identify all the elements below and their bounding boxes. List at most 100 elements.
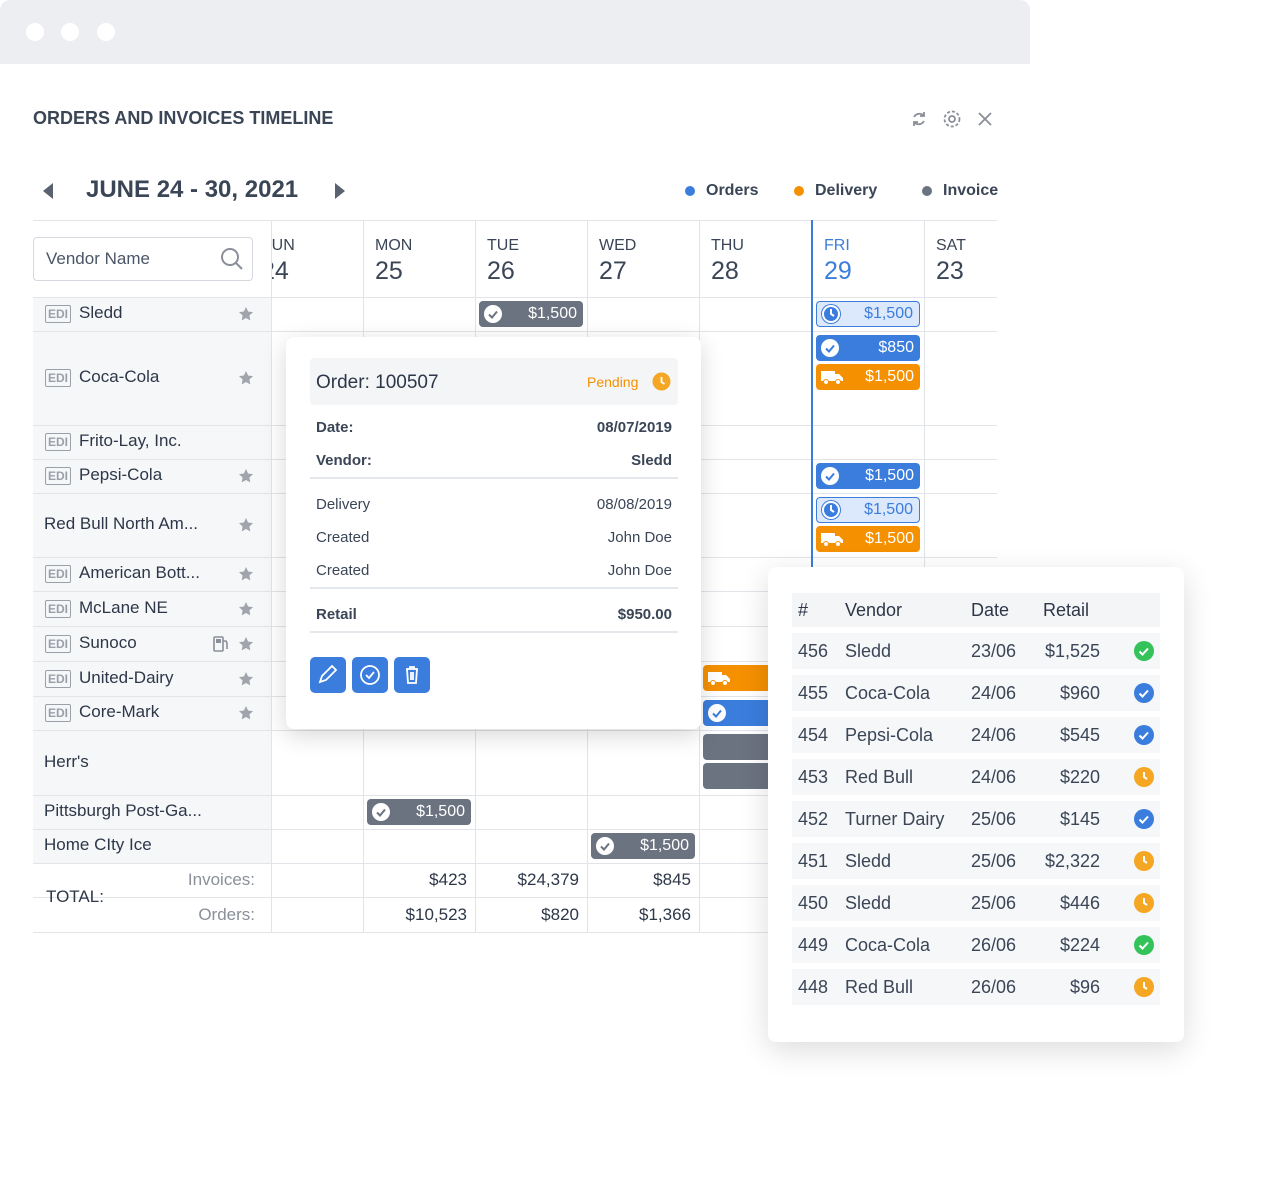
order-date: 24/06 <box>971 683 1017 703</box>
icon-shape <box>1143 898 1148 906</box>
icon-shape <box>821 533 843 547</box>
day-name: THU <box>711 237 744 254</box>
order-vendor: Pepsi-Cola <box>845 725 934 745</box>
day-name: SAT <box>936 237 966 254</box>
edi-badge: EDI <box>45 565 72 583</box>
delete-button[interactable] <box>394 657 430 693</box>
favorite-star[interactable] <box>238 517 254 538</box>
icon-shape <box>1138 815 1149 824</box>
legend-label: Delivery <box>815 182 878 199</box>
order-id: 452 <box>798 809 829 829</box>
icon-shape <box>821 371 843 385</box>
favorite-star[interactable] <box>238 636 254 657</box>
popup-field-value: $950.00 <box>617 606 672 623</box>
icon-shape <box>239 371 253 385</box>
vendor-name: Red Bull North Am... <box>44 514 199 533</box>
edit-button[interactable] <box>310 657 346 693</box>
icon-shape <box>1134 935 1154 955</box>
legend-label: Orders <box>706 182 759 199</box>
favorite-star[interactable] <box>238 566 254 587</box>
icon-shape <box>360 665 380 685</box>
order-id: 453 <box>798 767 829 787</box>
event-amount: $1,500 <box>864 501 913 518</box>
total-amount: $1,366 <box>639 905 691 924</box>
event-icon <box>707 668 731 688</box>
icon-shape <box>213 635 224 652</box>
favorite-star[interactable] <box>238 306 254 327</box>
event-chip[interactable]: $1,500 <box>816 301 920 327</box>
icon-shape <box>318 664 338 684</box>
popup-divider <box>310 477 678 479</box>
event-chip[interactable]: $1,500 <box>816 526 920 552</box>
icon-shape <box>822 305 840 323</box>
favorite-star[interactable] <box>238 671 254 692</box>
icon-shape <box>822 305 840 323</box>
event-icon <box>820 529 844 549</box>
favorite-star[interactable] <box>238 370 254 391</box>
icon-shape <box>1134 725 1154 745</box>
event-chip[interactable]: $850 <box>816 335 920 361</box>
icon-shape <box>710 680 716 686</box>
order-id: 455 <box>798 683 829 703</box>
event-chip[interactable]: $1,500 <box>479 301 583 327</box>
icon-shape <box>978 112 992 126</box>
icon-shape <box>1134 977 1154 997</box>
table-row-bg <box>792 717 1160 753</box>
search-placeholder: Vendor Name <box>46 249 150 268</box>
order-date: 25/06 <box>971 893 1017 913</box>
event-chip[interactable]: $1,500 <box>591 833 695 859</box>
icon-shape <box>239 636 253 650</box>
order-id: 456 <box>798 641 829 661</box>
favorite-star[interactable] <box>238 601 254 622</box>
prev-week[interactable] <box>42 182 54 205</box>
event-icon <box>821 500 841 520</box>
event-chip[interactable]: $1,500 <box>816 364 920 390</box>
day-area: SUN 24 MON 25 TUE 26 WED 27 THU 28 FRI 29 SAT 23 $1,50… <box>271 220 997 932</box>
day-name: WED <box>599 237 637 254</box>
total-amount: $24,379 <box>517 870 579 889</box>
icon-shape <box>484 305 502 323</box>
icon-shape <box>221 248 239 266</box>
approve-button[interactable] <box>352 657 388 693</box>
icon-shape <box>1143 856 1148 864</box>
order-retail: $446 <box>1059 893 1100 913</box>
icon-shape <box>406 666 418 684</box>
popup-status: Pending <box>587 374 639 390</box>
order-status <box>1134 809 1154 834</box>
popup-field-label: Date: <box>316 419 354 436</box>
close-button[interactable] <box>977 111 993 132</box>
day-number: 23 <box>936 257 964 285</box>
event-chip[interactable]: $1,500 <box>816 497 920 523</box>
icon-shape <box>596 837 614 855</box>
total-label: TOTAL: <box>46 887 104 906</box>
popup-field-value: 08/08/2019 <box>596 496 672 513</box>
icon-shape <box>372 803 390 821</box>
order-status <box>1134 851 1154 876</box>
table-header: Vendor <box>845 600 903 620</box>
vendor-name: Core-Mark <box>79 702 160 721</box>
icon-shape <box>830 309 835 317</box>
icon-shape <box>239 601 253 615</box>
icon-shape <box>943 110 961 128</box>
settings-button[interactable] <box>942 109 962 134</box>
orders-label: Orders: <box>198 905 255 924</box>
event-chip[interactable]: $1,500 <box>367 799 471 825</box>
icon-shape <box>1134 641 1154 661</box>
order-date: 26/06 <box>971 935 1017 955</box>
refresh-button[interactable] <box>909 109 929 134</box>
popup-divider <box>310 631 678 633</box>
icon-shape <box>239 307 253 321</box>
search-box[interactable]: Vendor Name <box>33 237 253 281</box>
row-line <box>33 331 997 332</box>
order-id: 450 <box>798 893 829 913</box>
order-id: 451 <box>798 851 829 871</box>
next-week[interactable] <box>334 182 346 205</box>
icon-shape <box>830 505 835 513</box>
favorite-star[interactable] <box>238 468 254 489</box>
favorite-star[interactable] <box>238 705 254 726</box>
table-row-bg <box>792 843 1160 879</box>
event-chip[interactable]: $1,500 <box>816 463 920 489</box>
total-amount: $423 <box>429 870 467 889</box>
order-date: 26/06 <box>971 977 1017 997</box>
